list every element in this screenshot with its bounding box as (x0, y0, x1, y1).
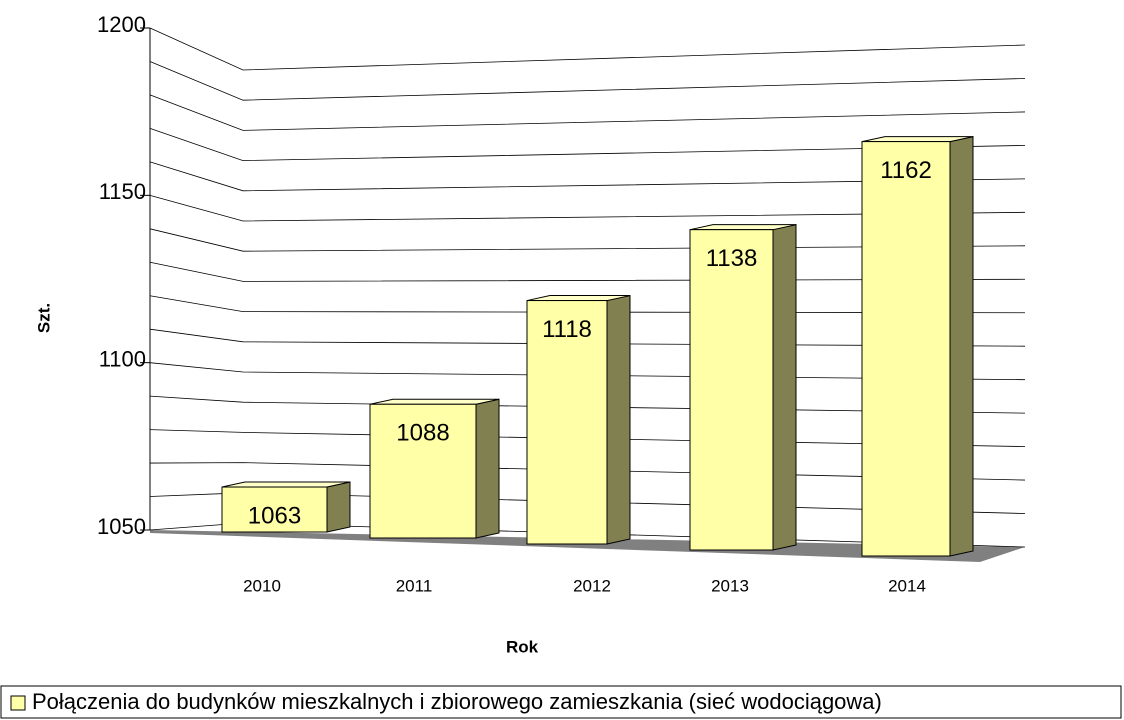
y-axis-title: Szt. (34, 303, 53, 333)
x-tick-label: 2012 (573, 576, 611, 595)
grid-line (149, 194, 1026, 222)
x-tick-label: 2013 (711, 576, 749, 595)
grid-line (149, 61, 1026, 101)
grid-line (149, 94, 1026, 131)
data-label: 1088 (396, 420, 449, 447)
x-tick-label: 2014 (888, 576, 926, 595)
bar-side (475, 398, 500, 539)
bar (221, 486, 328, 533)
y-tick-label: 1100 (99, 346, 146, 371)
legend-label: Połączenia do budynków mieszkalnych i zb… (32, 689, 882, 714)
data-label: 1118 (542, 316, 592, 343)
y-tick-label: 1200 (97, 12, 146, 37)
grid-line (149, 128, 1026, 162)
legend-box (0, 685, 1122, 719)
bar-side (772, 224, 797, 551)
legend-swatch (10, 695, 26, 711)
bar (861, 141, 951, 557)
bar-top (221, 481, 351, 488)
bar-side (326, 481, 351, 533)
data-label: 1162 (880, 157, 932, 184)
y-tick-label: 1050 (97, 514, 146, 539)
grid-line (149, 27, 1026, 71)
floor (150, 530, 1025, 562)
bar (369, 403, 477, 539)
x-axis-title: Rok (506, 637, 539, 656)
x-tick-label: 2011 (396, 576, 433, 595)
x-tick-label: 2010 (243, 576, 281, 595)
bar-side (606, 294, 631, 545)
data-label: 1063 (248, 502, 301, 529)
grid-line (149, 161, 1026, 192)
bar (526, 300, 608, 545)
bar (689, 229, 774, 551)
bar-side (949, 135, 974, 557)
bar-top (369, 398, 500, 405)
y-tick-label: 1150 (99, 179, 146, 204)
data-label: 1138 (706, 245, 758, 272)
